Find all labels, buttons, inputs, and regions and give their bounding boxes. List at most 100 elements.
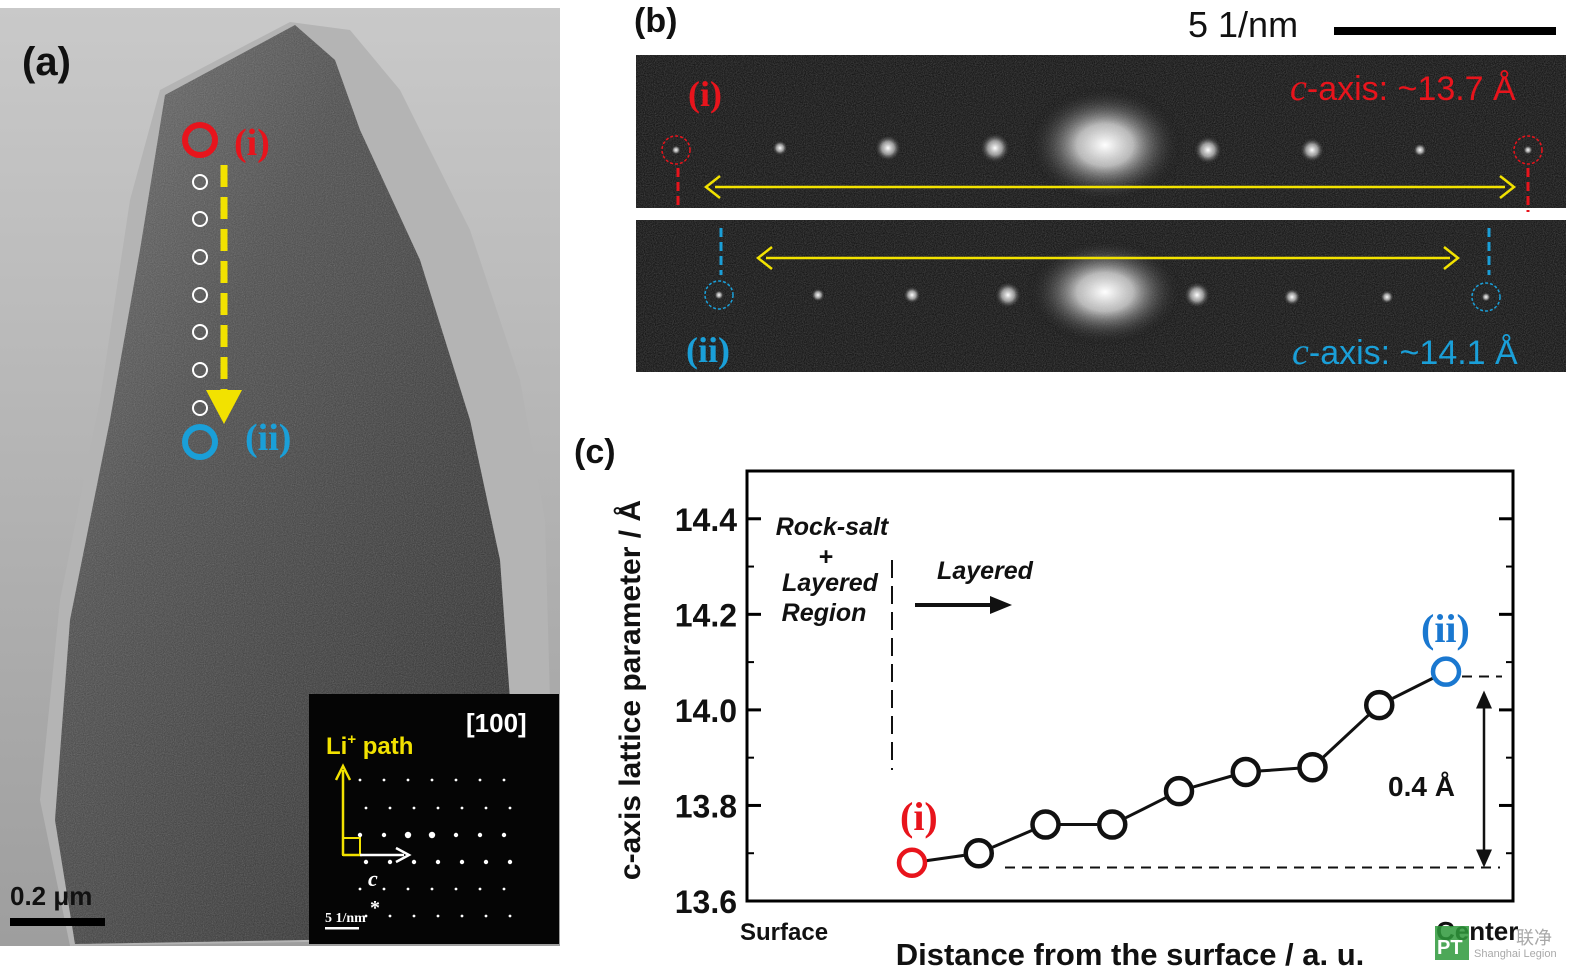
rocksalt-line-4: Region: [782, 599, 867, 627]
strip-i-left-marker: [661, 135, 691, 165]
panel-b: (b) 5 1/nm (i) c-axis: ~13.7 Å: [634, 2, 1566, 373]
panel-c-label: (c): [574, 433, 616, 471]
saed-spot: [411, 859, 417, 865]
y-tick-label: 14.4: [675, 502, 737, 538]
fft-strip-ii: (ii) c-axis: ~14.1 Å: [636, 220, 1566, 373]
saed-spot: [387, 859, 393, 865]
right-angle-mark: [342, 837, 361, 856]
panel-b-scale-bar: [1334, 27, 1556, 35]
saed-spot: [507, 859, 513, 865]
data-segment: [1124, 796, 1167, 820]
saed-spot: [453, 832, 459, 838]
saed-spot: [404, 831, 412, 839]
strip-i-caxis-text: -axis: ~13.7 Å: [1307, 70, 1516, 108]
fft-spot: [1413, 143, 1427, 157]
point-i-label: (i): [234, 122, 270, 164]
plot-point-ii-label: (ii): [1421, 606, 1470, 651]
sampling-point: [192, 211, 208, 227]
watermark-logo: PT: [1437, 937, 1463, 959]
data-segment: [926, 853, 965, 863]
y-axis: 13.6 13.8 14.0 14.2 14.4: [675, 470, 1513, 920]
saed-spot: [388, 806, 392, 810]
fft-spot: [1380, 290, 1394, 304]
strip-ii-caxis: c-axis: ~14.1 Å: [1292, 331, 1518, 373]
panel-a: (a) (i) (ii) 0.2 μm [100] Li+ path: [0, 8, 560, 946]
saed-spot: [501, 832, 507, 838]
saed-spot: [459, 859, 465, 865]
inset-li-axis-head: [334, 763, 352, 781]
x-start-label: Surface: [740, 919, 828, 946]
inset-c-axis-head: [395, 846, 412, 864]
saed-spot: [484, 914, 488, 918]
plot-point-i-label: (i): [900, 794, 938, 839]
strip-ii-caxis-c: c: [1292, 331, 1309, 373]
inset-scale-label: 5 1/nm: [325, 911, 366, 926]
saed-spot: [364, 914, 368, 918]
fft-spot: [772, 140, 788, 156]
strip-i-center-spot: [1025, 85, 1185, 205]
fft-spot: [1523, 145, 1533, 155]
saed-spots: [357, 778, 513, 918]
y-tick-label: 13.8: [675, 788, 737, 824]
data-segment: [1322, 714, 1370, 759]
data-point: [963, 837, 994, 869]
y-tick-label: 14.0: [675, 693, 737, 729]
saed-spot: [412, 806, 416, 810]
fft-spot: [874, 134, 902, 162]
c-axis-label: c: [368, 866, 378, 891]
saed-inset: [100] Li+ path c * 5 1/nm: [309, 694, 559, 944]
region-annotation: Rock-salt + Layered Region Layered: [776, 513, 1034, 627]
li-path-arrowhead: [206, 390, 242, 424]
saed-spot: [436, 914, 440, 918]
rocksalt-line-3: Layered: [782, 569, 879, 597]
data-segment: [1193, 774, 1232, 789]
strip-i-span-right-head: [1499, 175, 1517, 199]
sampling-point: [192, 400, 208, 416]
data-point: [896, 847, 928, 879]
li-path-label: Li+ path: [326, 731, 413, 760]
data-point: [1297, 751, 1328, 783]
saed-spot: [460, 914, 464, 918]
saed-spot: [388, 914, 392, 918]
data-point: [1430, 656, 1462, 687]
saed-spot: [364, 806, 368, 810]
saed-spot: [358, 778, 362, 782]
li-path-li: Li: [326, 733, 347, 760]
data-segment: [991, 829, 1033, 849]
watermark: PT 联净 Shanghai Legion: [1435, 926, 1557, 960]
delta-arrow-head-bottom: [1476, 849, 1492, 868]
li-path-suffix: path: [356, 733, 413, 760]
fft-spot: [1183, 281, 1211, 309]
saed-spot: [460, 806, 464, 810]
data-point: [1230, 756, 1261, 788]
saed-spot: [406, 778, 410, 782]
rocksalt-line-2: +: [819, 543, 834, 571]
saed-spot: [436, 806, 440, 810]
point-ii-label: (ii): [245, 417, 291, 459]
saed-spot: [382, 778, 386, 782]
saed-spot: [428, 831, 436, 839]
fft-spot: [1299, 137, 1325, 163]
sampling-point: [192, 324, 208, 340]
watermark-en: Shanghai Legion: [1474, 948, 1557, 960]
saed-spot: [430, 887, 434, 891]
plot-frame: [745, 469, 1515, 903]
strip-ii-right-marker: [1471, 282, 1501, 312]
watermark-cn: 联净: [1516, 928, 1552, 949]
saed-spot: [508, 806, 512, 810]
inset-background: [309, 694, 559, 944]
saed-spot: [406, 887, 410, 891]
strip-i-right-marker: [1513, 135, 1543, 165]
li-path-sup: +: [347, 731, 356, 748]
sampling-point: [192, 362, 208, 378]
strip-ii-spots: [714, 281, 1491, 309]
inset-scale-bar: [325, 927, 359, 930]
data-segment: [1260, 766, 1298, 773]
saed-spot: [430, 778, 434, 782]
panel-b-label: (b): [634, 2, 677, 40]
strip-ii-caxis-text: -axis: ~14.1 Å: [1309, 334, 1518, 372]
fft-spot: [811, 288, 825, 302]
fft-spot: [714, 290, 724, 300]
c-star-label: *: [370, 897, 380, 919]
